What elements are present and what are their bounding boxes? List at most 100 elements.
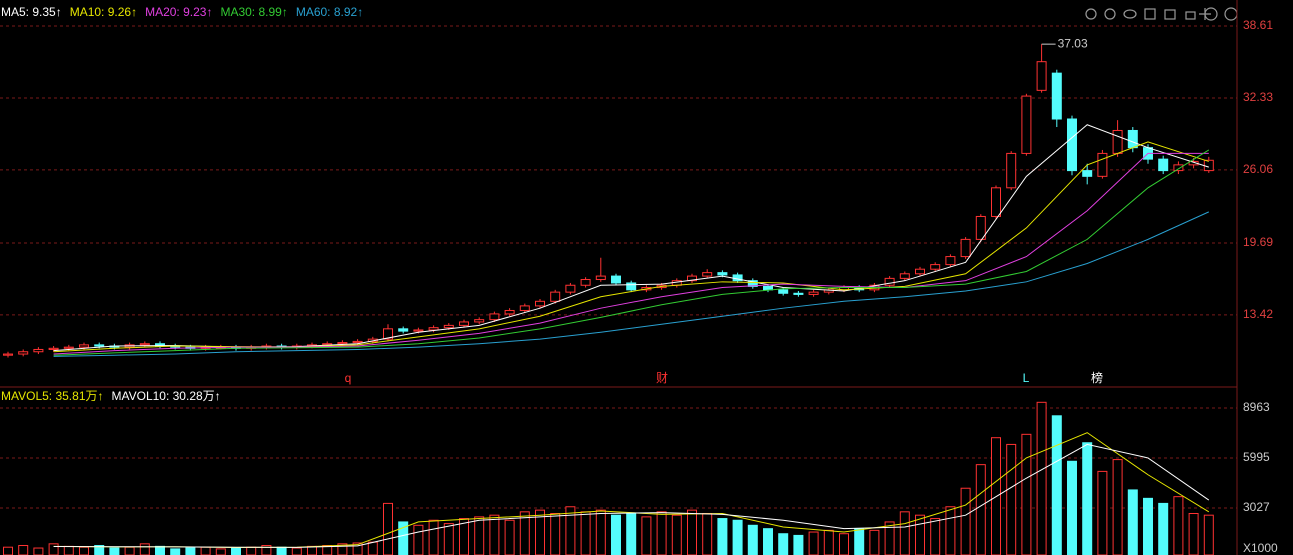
y-tick-label: 5995	[1243, 450, 1270, 464]
volume-bar	[215, 548, 226, 555]
candle-body	[763, 285, 773, 291]
event-marker[interactable]: 榜	[1091, 370, 1103, 385]
volume-bar	[1173, 496, 1184, 555]
candle-body	[550, 291, 561, 302]
candle-body	[398, 328, 409, 332]
volume-bar	[732, 519, 743, 555]
candle-body	[915, 268, 925, 275]
volume-bar	[1158, 502, 1169, 555]
volume-bar	[763, 528, 773, 555]
volume-bar	[443, 523, 454, 555]
volume-bar	[793, 534, 804, 555]
volume-bar	[231, 547, 241, 555]
event-marker[interactable]: 财	[656, 371, 668, 385]
candle-body	[580, 279, 591, 286]
candle-body	[808, 291, 819, 295]
delete-button[interactable]	[1164, 9, 1176, 20]
candle-body	[352, 340, 363, 344]
candle-body	[1203, 159, 1214, 172]
candle-body	[626, 282, 637, 291]
peak-label: 37.03	[1058, 36, 1088, 50]
candle-body	[595, 275, 606, 281]
candle-body	[1051, 72, 1062, 120]
candle-body	[63, 346, 74, 349]
volume-bar	[960, 487, 971, 555]
volume-bar	[1067, 460, 1077, 555]
volume-bar	[291, 547, 302, 555]
candle-body	[48, 347, 59, 350]
candle-body	[717, 272, 728, 276]
volume-bar	[1203, 514, 1214, 555]
volume-bar	[79, 546, 89, 555]
volume-bar	[899, 511, 910, 555]
volume-bar	[519, 511, 530, 555]
volume-bar	[307, 545, 317, 555]
volume-bar	[1036, 401, 1047, 555]
volume-bar	[170, 548, 181, 555]
volume-bar	[48, 543, 59, 555]
ma-line	[53, 443, 1210, 548]
candle-body	[3, 353, 13, 356]
volume-bar	[626, 513, 637, 555]
volume-bar	[808, 531, 819, 555]
candle-body	[443, 324, 454, 329]
ma-line	[53, 152, 1209, 355]
legend-entry: MA10: 9.26↑	[70, 5, 137, 19]
ma-line	[53, 141, 1209, 353]
zoom-in-button[interactable]	[1204, 7, 1218, 21]
volume-bar	[504, 519, 515, 555]
volume-bar	[930, 518, 941, 555]
volume-bar	[383, 502, 393, 555]
config-button[interactable]	[1104, 8, 1116, 20]
volume-bar	[413, 524, 424, 555]
candle-body	[1036, 61, 1047, 91]
store-button[interactable]	[1144, 8, 1156, 20]
volume-bar	[1082, 442, 1093, 555]
event-marker[interactable]: q	[345, 371, 352, 385]
candle-body	[747, 280, 758, 287]
candle-body	[702, 272, 713, 277]
y-tick-label: 3027	[1243, 500, 1270, 514]
volume-bar	[124, 546, 135, 555]
view-button[interactable]	[1123, 9, 1137, 19]
volume-bar	[18, 545, 29, 555]
volume-bar	[580, 511, 591, 555]
candle-body	[79, 344, 89, 348]
volume-bar	[94, 545, 105, 555]
candle-body	[1082, 170, 1093, 177]
candle-body	[1188, 160, 1199, 166]
volume-bar	[1021, 433, 1032, 555]
volume-bar	[398, 521, 409, 555]
candle-body	[139, 343, 150, 346]
candle-body	[960, 238, 971, 258]
volume-bar	[1097, 470, 1108, 555]
volume-bar	[1127, 489, 1138, 555]
volume-bar	[261, 545, 272, 555]
ma-line	[53, 211, 1210, 357]
volume-bar	[671, 514, 682, 555]
candle-body	[1112, 129, 1123, 154]
volume-bar	[778, 533, 789, 555]
candle-body	[793, 292, 804, 295]
volume-bar	[915, 514, 925, 555]
candle-body	[18, 351, 29, 355]
candle-body	[1127, 129, 1138, 149]
candle-body	[504, 309, 515, 315]
settings-button[interactable]	[1085, 8, 1097, 20]
candle-body	[519, 305, 530, 311]
candle-body	[94, 344, 105, 347]
volume-bar	[884, 521, 895, 555]
lock-button[interactable]	[1185, 11, 1196, 20]
candle-body	[899, 273, 910, 279]
legend-entry: MA60: 8.92↑	[296, 5, 363, 19]
candle-body	[33, 348, 44, 353]
event-marker[interactable]: L	[1023, 371, 1030, 385]
zoom-out-button[interactable]	[1224, 7, 1238, 21]
volume-bar	[155, 545, 165, 555]
candle-body	[884, 277, 895, 286]
volume-bar	[839, 533, 849, 555]
volume-bar	[595, 509, 606, 555]
y-tick-label: 32.33	[1243, 90, 1273, 104]
